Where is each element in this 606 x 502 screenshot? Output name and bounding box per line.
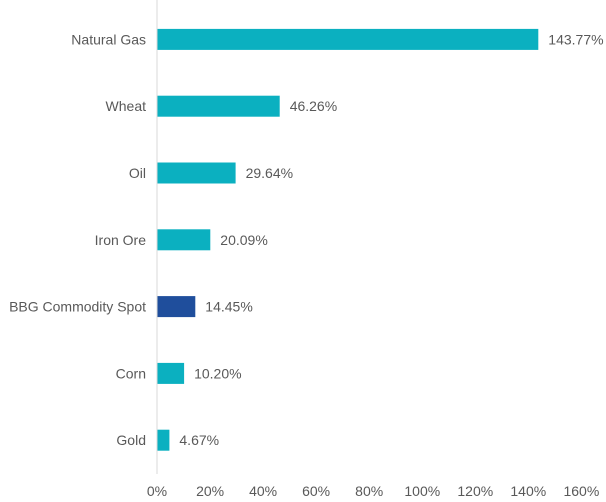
x-tick-label: 100% xyxy=(404,483,440,499)
data-labels: 143.77% 46.26% 29.64% 20.09% 14.45% 10.20% 4.6… xyxy=(179,31,603,448)
x-tick-label: 20% xyxy=(196,483,224,499)
bar xyxy=(157,362,185,384)
bar xyxy=(157,229,211,251)
category-label: Corn xyxy=(116,365,146,381)
category-label: Oil xyxy=(129,165,146,181)
x-tick-label: 0% xyxy=(147,483,167,499)
bar xyxy=(157,28,539,50)
category-label: Iron Ore xyxy=(95,232,147,248)
data-label: 46.26% xyxy=(290,98,337,114)
data-label: 14.45% xyxy=(205,299,252,315)
data-label: 10.20% xyxy=(194,365,241,381)
bar xyxy=(157,429,170,451)
bars-group xyxy=(157,28,539,451)
x-tick-label: 160% xyxy=(563,483,599,499)
bar xyxy=(157,95,280,117)
x-tick-label: 140% xyxy=(510,483,546,499)
x-tick-label: 60% xyxy=(302,483,330,499)
category-label: Natural Gas xyxy=(71,31,146,47)
data-label: 20.09% xyxy=(220,232,267,248)
category-labels: Natural Gas Wheat Oil Iron Ore BBG Commodity… xyxy=(9,31,146,448)
bar xyxy=(157,162,236,184)
category-label: Gold xyxy=(116,432,146,448)
category-label: BBG Commodity Spot xyxy=(9,299,146,315)
x-tick-label: 80% xyxy=(355,483,383,499)
data-label: 29.64% xyxy=(246,165,293,181)
data-label: 4.67% xyxy=(179,432,219,448)
bar xyxy=(157,296,196,318)
category-label: Wheat xyxy=(106,98,147,114)
data-label: 143.77% xyxy=(548,31,603,47)
x-axis-tick-labels: 0% 20% 40% 60% 80% 100% 120% 140% 160% xyxy=(147,483,599,499)
x-tick-label: 40% xyxy=(249,483,277,499)
x-tick-label: 120% xyxy=(457,483,493,499)
